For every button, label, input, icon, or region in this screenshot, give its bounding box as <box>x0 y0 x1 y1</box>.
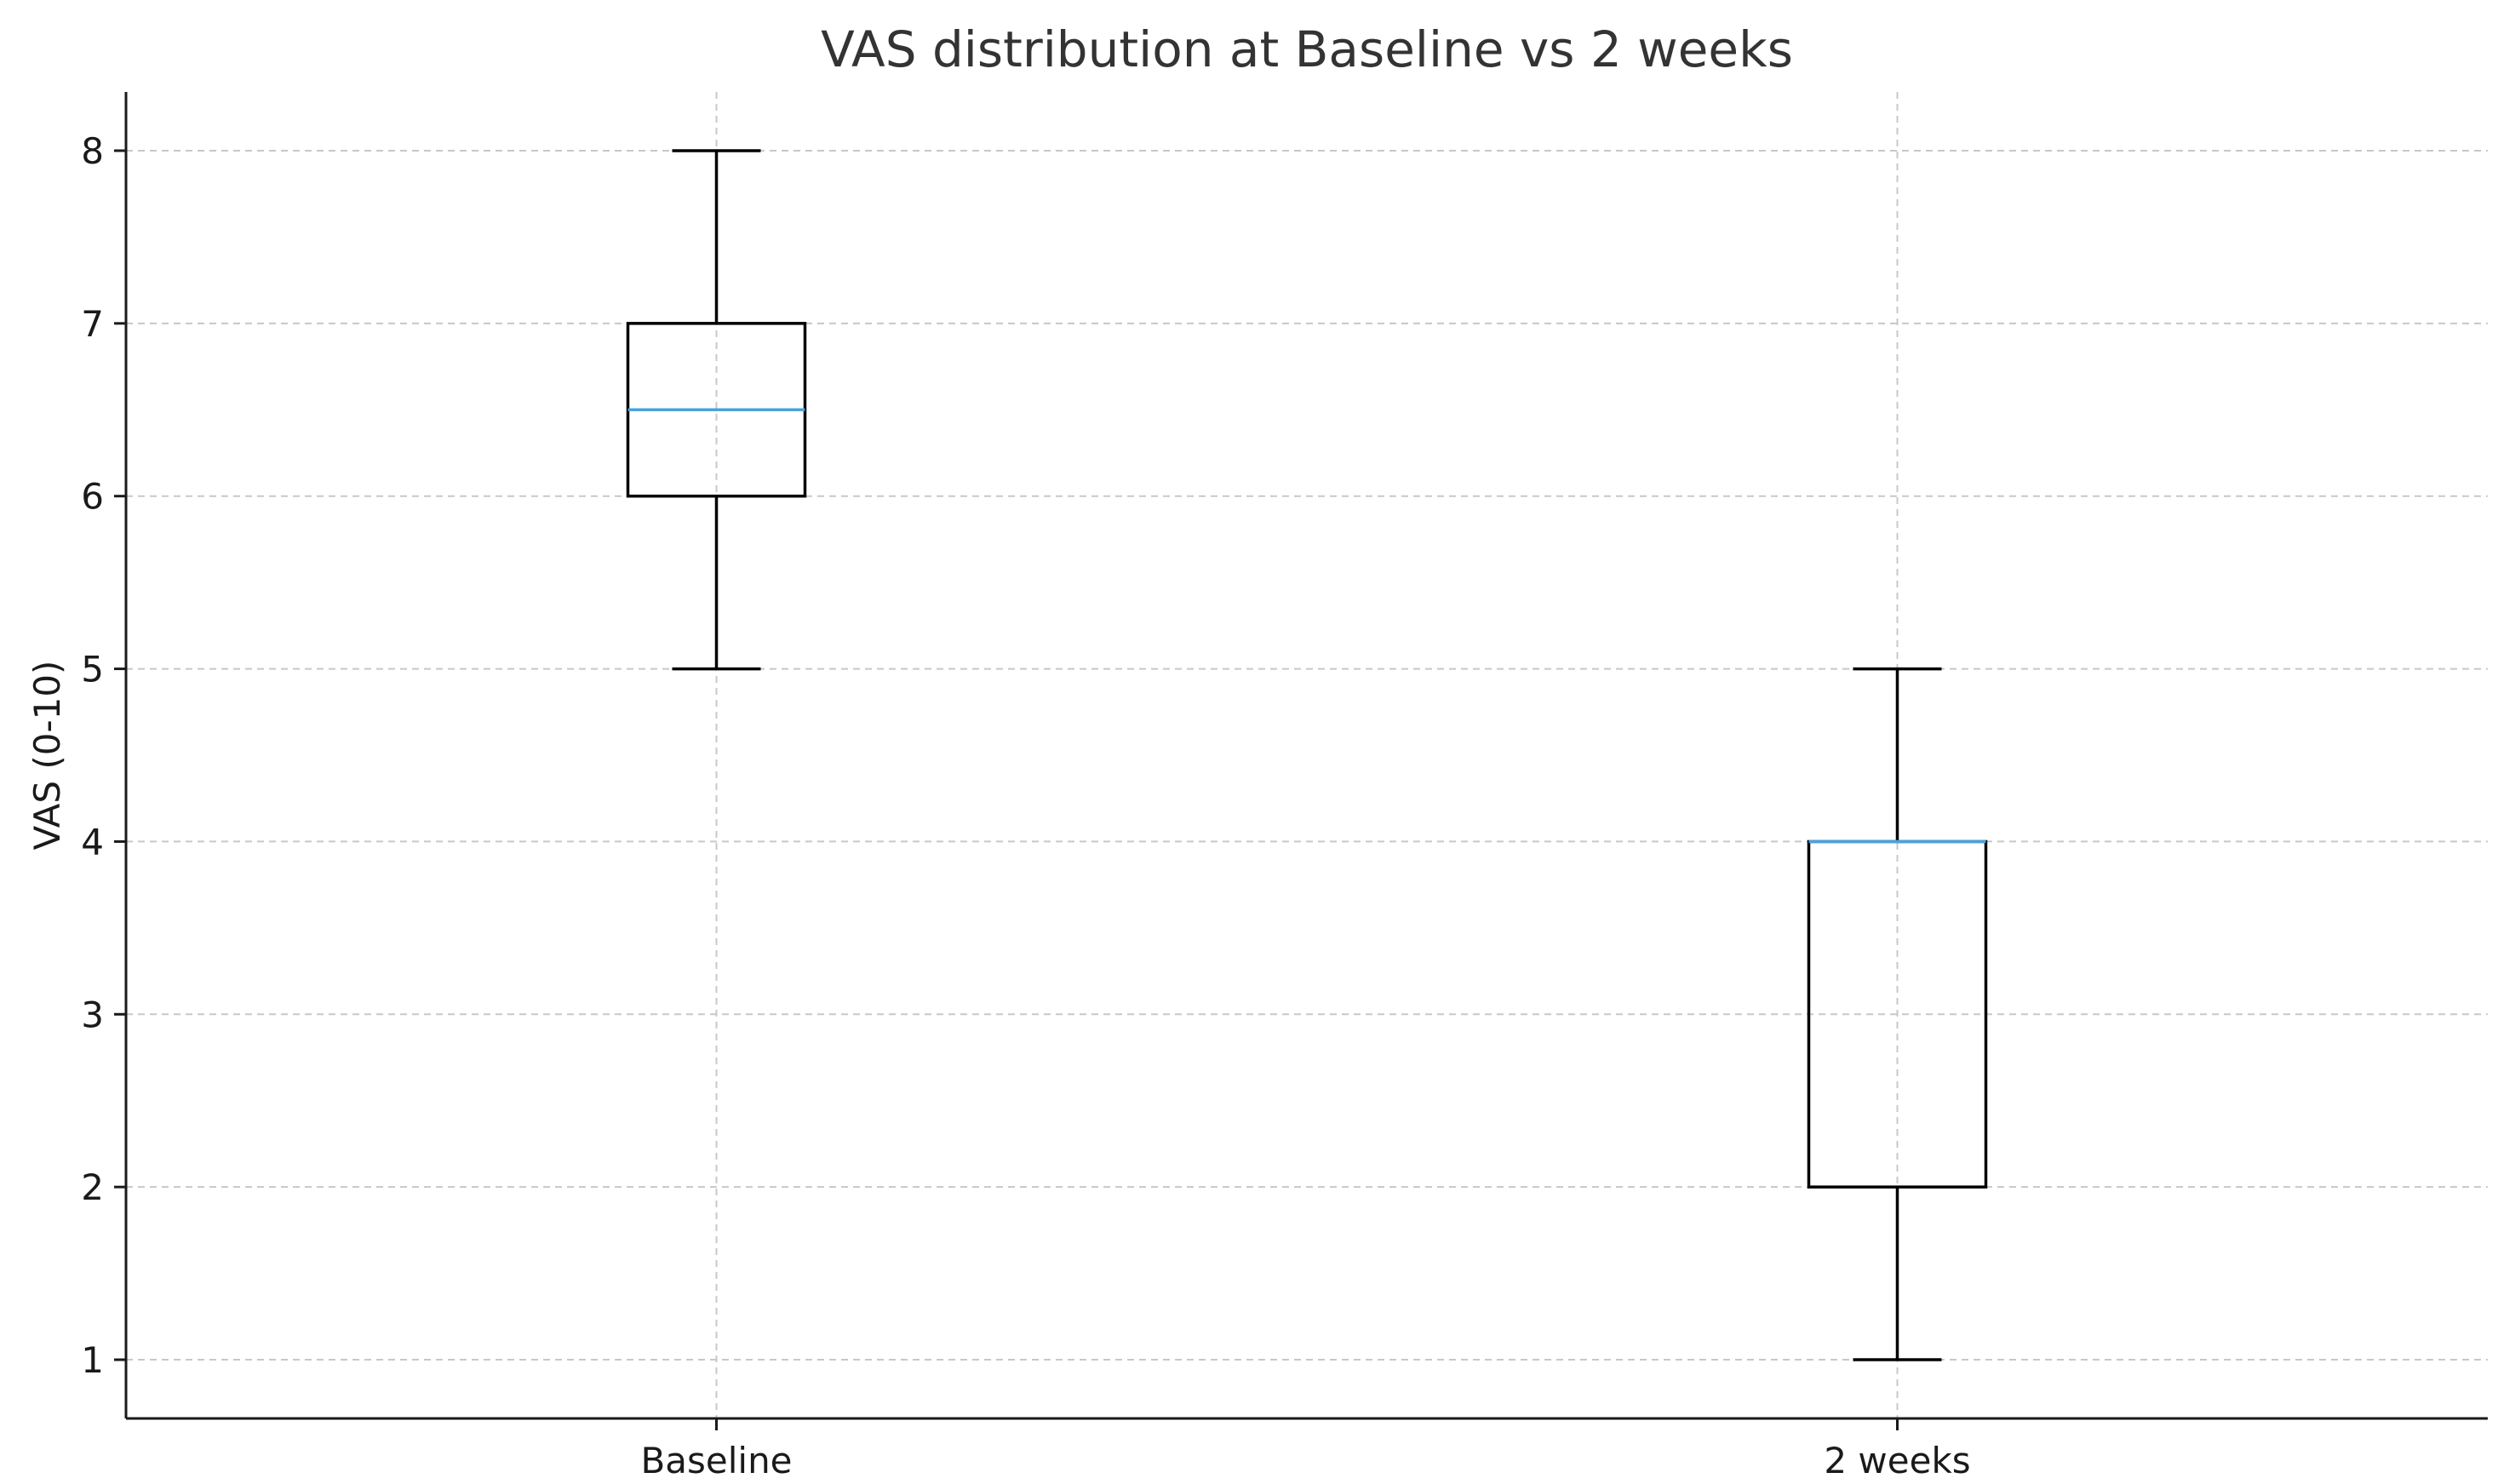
y-tick-label: 3 <box>81 994 104 1035</box>
y-tick-label: 8 <box>81 130 104 172</box>
y-tick-label: 4 <box>81 821 104 862</box>
y-tick-label: 2 <box>81 1166 104 1208</box>
box-plot-baseline <box>626 149 807 671</box>
box-plot-2-weeks <box>1807 667 1988 1361</box>
y-tick-label: 5 <box>81 649 104 690</box>
y-axis-label: VAS (0-10) <box>26 661 68 851</box>
axes: 1 2 3 4 5 6 7 8 Baseline 2 weeks <box>81 92 2488 1481</box>
y-tick-label: 6 <box>81 476 104 518</box>
chart-title: VAS distribution at Baseline vs 2 weeks <box>821 20 1793 78</box>
box-plots <box>626 149 1988 1361</box>
y-tick-label: 7 <box>81 303 104 345</box>
x-tick-label: Baseline <box>640 1440 792 1481</box>
x-tick-label: 2 weeks <box>1824 1440 1970 1481</box>
y-tick-label: 1 <box>81 1339 104 1381</box>
grid-lines <box>126 92 2488 1418</box>
